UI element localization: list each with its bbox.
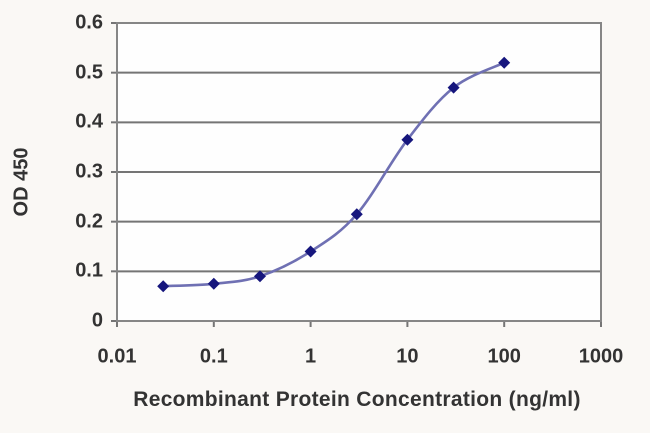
y-tick-label: 0 [91, 309, 103, 332]
x-tick-label: 0.1 [199, 345, 228, 368]
x-tick-label: 0.01 [97, 345, 137, 368]
series-line [161, 61, 506, 288]
x-tick-label: 100 [487, 345, 521, 368]
x-tick-label: 10 [396, 345, 419, 368]
x-axis-title: Recombinant Protein Concentration (ng/ml… [133, 388, 581, 411]
y-tick-label: 0.5 [75, 61, 103, 84]
y-tick-label: 0.2 [75, 210, 103, 233]
y-tick-label: 0.4 [75, 110, 103, 133]
plot-border [116, 22, 602, 322]
data-point-marker [304, 245, 317, 258]
x-tick-label: 1000 [578, 345, 624, 368]
y-tick-label: 0.1 [75, 259, 103, 282]
data-point-marker [207, 277, 220, 290]
data-point-marker [157, 280, 170, 293]
data-point-marker [350, 208, 363, 221]
y-axis-title: OD 450 [10, 147, 33, 217]
data-point-marker [498, 56, 511, 69]
data-point-marker [447, 81, 460, 94]
data-point-marker [401, 133, 414, 146]
y-tick-label: 0.3 [75, 160, 103, 183]
y-tick-label: 0.6 [75, 11, 103, 34]
x-tick-label: 1 [305, 345, 317, 368]
data-point-marker [253, 270, 266, 283]
